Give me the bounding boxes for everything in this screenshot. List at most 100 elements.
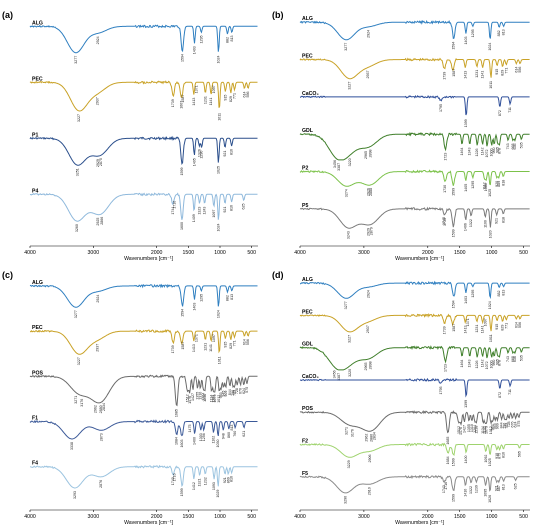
- peak-label: 1405: [464, 184, 468, 192]
- peak-label: 2876: [99, 480, 103, 488]
- peak-label: 1355: [467, 424, 471, 432]
- x-tick-label: 1500: [454, 250, 466, 256]
- peak-label: 556: [518, 67, 522, 73]
- peak-label: 1295: [471, 181, 475, 189]
- peak-label: 860: [227, 432, 231, 438]
- peak-label: 2879: [370, 227, 374, 235]
- peak-label: 771: [504, 68, 508, 74]
- peak-label: 915: [223, 95, 227, 101]
- peak-label: 1100: [483, 220, 487, 228]
- peak-label: 3243: [346, 231, 350, 239]
- peak-label: 1326: [197, 149, 201, 157]
- peak-label: 1403: [192, 46, 196, 54]
- peak-label: 1141: [209, 98, 213, 106]
- series-label: PEC: [302, 309, 313, 315]
- peak-label: 575: [245, 387, 249, 393]
- peak-label: 614: [242, 339, 246, 345]
- peak-label: 1231: [475, 325, 479, 333]
- peak-label: 3271: [74, 396, 78, 404]
- x-tick-label: 4000: [294, 250, 306, 256]
- panel-letter: (c): [2, 270, 13, 280]
- peak-label: 813: [230, 294, 234, 300]
- peak-label: 875: [498, 453, 502, 459]
- peak-label: 743: [506, 143, 510, 149]
- series-label: P5: [302, 203, 308, 209]
- peak-label: 3176: [80, 399, 84, 407]
- peak-label: 3227: [347, 82, 351, 90]
- series-label: F5: [302, 471, 308, 477]
- peak-label: 889: [497, 181, 501, 187]
- peak-label: 1403: [464, 296, 468, 304]
- peak-label: 1097: [212, 334, 216, 342]
- peak-label: 1310: [470, 424, 474, 432]
- peak-label: 625: [514, 483, 518, 489]
- peak-label: 1232: [203, 477, 207, 485]
- series-line-PEC: [299, 312, 530, 333]
- x-tick-label: 1500: [454, 514, 466, 520]
- peak-label: 3277: [74, 56, 78, 64]
- peak-label: 1716: [444, 482, 448, 490]
- peak-label: 2926: [367, 188, 371, 196]
- peak-label: 771: [233, 340, 237, 346]
- peak-label: 1685: [175, 409, 179, 417]
- peak-label: 728: [507, 421, 511, 427]
- series-line-ALG: [29, 24, 258, 54]
- peak-label: 1024: [488, 301, 492, 309]
- peak-label: 3387: [337, 163, 341, 171]
- peak-label: 813: [230, 35, 234, 41]
- series-label: PEC: [32, 76, 43, 82]
- series-line-ALG: [300, 280, 530, 300]
- peak-label: 575: [517, 421, 521, 427]
- peak-label: 869: [226, 477, 230, 483]
- peak-label: 1413: [192, 344, 196, 352]
- peak-label: 2875: [99, 158, 103, 166]
- peak-label: 1012: [489, 426, 493, 434]
- peak-label: 668: [511, 356, 515, 362]
- peak-label: 771: [233, 93, 237, 99]
- peak-label: 796: [503, 423, 507, 429]
- peak-label: 3387: [337, 373, 341, 381]
- peak-label: 816: [230, 476, 234, 482]
- peak-label: 1399: [464, 119, 468, 127]
- peak-label: 1684: [446, 456, 450, 464]
- series-label: ALG: [302, 16, 313, 22]
- peak-label: 1097: [212, 85, 216, 93]
- peak-label: 1322: [469, 219, 473, 227]
- peak-label: 1716: [173, 201, 177, 209]
- x-tick-label: 1000: [486, 514, 498, 520]
- peak-label: 565: [517, 451, 521, 457]
- peak-label: 771: [504, 323, 508, 329]
- peak-label: 1599: [180, 168, 184, 176]
- peak-label: 1739: [171, 99, 175, 107]
- peak-label: 769: [504, 423, 508, 429]
- peak-label: 983: [491, 425, 495, 431]
- peak-label: 945: [221, 391, 225, 397]
- peak-label: 1723: [443, 153, 447, 161]
- x-tick-label: 4000: [24, 514, 36, 520]
- peak-label: 1685: [446, 437, 450, 445]
- series-line-F4: [29, 464, 258, 489]
- peak-label: 1343: [468, 360, 472, 368]
- peak-label: 905: [496, 147, 500, 153]
- peak-label: 1745: [442, 217, 446, 225]
- peak-label: 1723: [443, 364, 447, 372]
- peak-label: 1238: [474, 426, 478, 434]
- series-line-P4: [29, 192, 258, 222]
- peak-label: 2866: [100, 217, 104, 225]
- series-label: F2: [302, 439, 308, 445]
- peak-label: 1142: [481, 360, 485, 368]
- peak-label: 1086: [484, 183, 488, 191]
- peak-label: 1303: [199, 433, 203, 441]
- peak-label: 1343: [468, 147, 472, 155]
- peak-label: 3271: [345, 427, 349, 435]
- x-tick-label: 3000: [88, 514, 100, 520]
- series-label: CaCO₃: [302, 91, 319, 97]
- peak-label: 1413: [463, 71, 467, 79]
- peak-label: 3227: [77, 357, 81, 365]
- peak-label: 2888: [369, 188, 373, 196]
- panel-letter: (b): [272, 10, 284, 20]
- peak-label: 1290: [200, 151, 204, 159]
- series-line-ALG: [29, 283, 258, 308]
- series-line-PEC: [29, 80, 258, 112]
